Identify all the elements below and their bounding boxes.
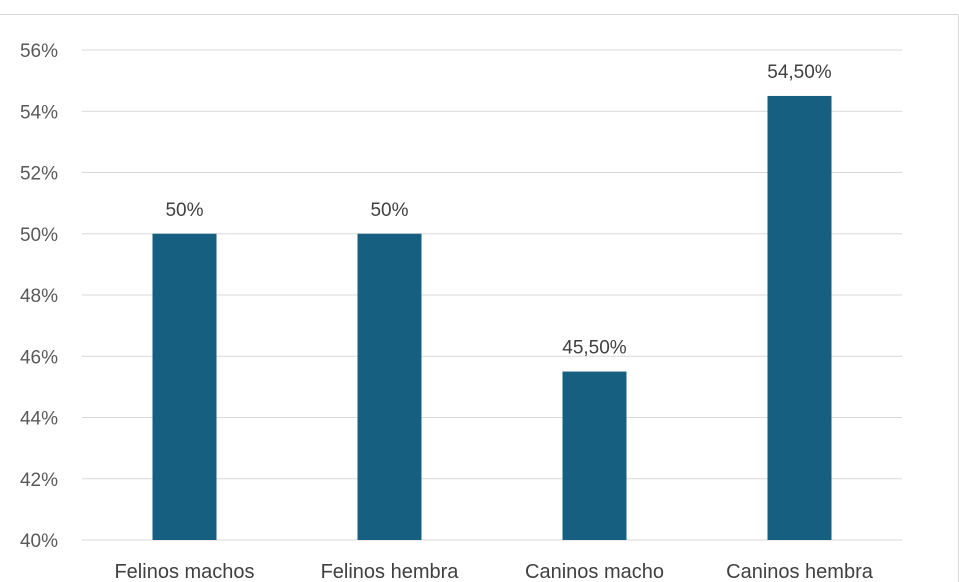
y-tick-label: 56%	[20, 41, 58, 62]
y-tick-label: 48%	[20, 286, 58, 307]
x-category-label: Felinos hembra	[321, 561, 460, 582]
bars	[152, 95, 832, 540]
bar	[357, 233, 422, 540]
data-labels: 50% 50% 45,50% 54,50%	[165, 62, 831, 359]
x-category-label: Caninos macho	[525, 561, 664, 582]
x-axis-category-labels: Felinos machos Felinos hembra Caninos mach…	[114, 561, 873, 582]
y-tick-label: 52%	[20, 164, 58, 185]
y-tick-label: 46%	[20, 347, 58, 368]
y-tick-label: 54%	[20, 102, 58, 123]
x-category-label: Caninos hembra	[726, 561, 874, 582]
data-label: 50%	[165, 200, 203, 221]
data-label: 45,50%	[562, 338, 627, 359]
y-tick-label: 40%	[20, 531, 58, 552]
gridlines	[82, 49, 902, 541]
bar	[152, 233, 217, 540]
y-tick-label: 42%	[20, 470, 58, 491]
data-label: 54,50%	[767, 62, 832, 83]
y-tick-label: 50%	[20, 225, 58, 246]
x-category-label: Felinos machos	[114, 561, 254, 582]
y-axis-tick-labels: 40% 42% 44% 46% 48% 50% 52% 54% 56%	[20, 41, 58, 552]
bar	[767, 95, 832, 540]
data-label: 50%	[370, 200, 408, 221]
bar	[562, 371, 627, 540]
y-tick-label: 44%	[20, 409, 58, 430]
